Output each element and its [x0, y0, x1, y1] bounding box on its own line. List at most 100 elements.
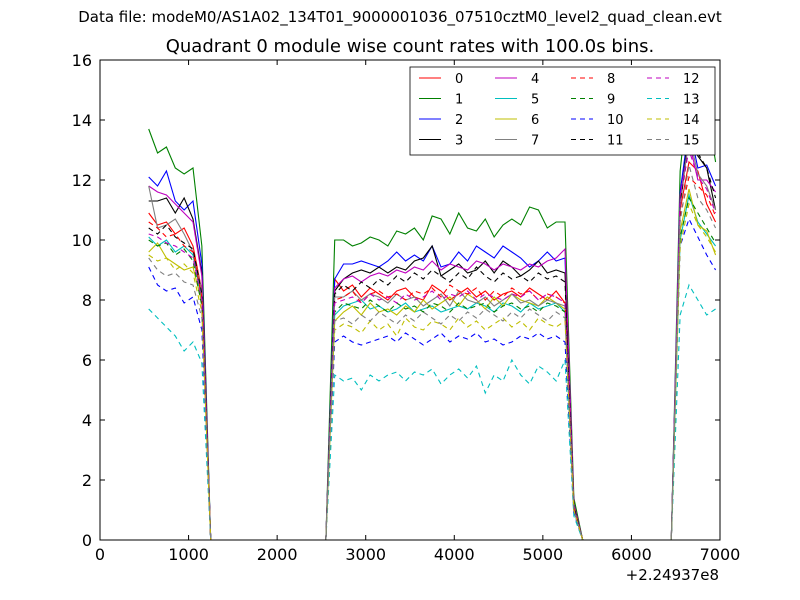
legend-item-7: 7 [495, 134, 539, 149]
legend-item-2: 2 [419, 113, 463, 128]
series-9-line [148, 196, 717, 540]
legend-box [409, 66, 716, 156]
series-1-segment [148, 128, 212, 540]
x-tick-label: 6000 [611, 545, 652, 564]
legend-item-8: 8 [571, 72, 615, 87]
legend-item-13: 13 [647, 93, 700, 108]
series-0-segment [670, 160, 717, 540]
series-6-segment [325, 293, 584, 540]
series-7-segment [148, 185, 212, 540]
series-4-line [148, 140, 717, 540]
series-4-segment [325, 247, 584, 540]
y-tick-label: 16 [72, 51, 92, 70]
legend-label: 5 [531, 93, 539, 108]
series-12-segment [670, 147, 717, 540]
series-15-segment [325, 308, 584, 540]
x-tick-label: 5000 [522, 545, 563, 564]
legend-label: 2 [455, 113, 463, 128]
chart-title: Quadrant 0 module wise count rates with … [165, 36, 655, 57]
series-1-segment [325, 206, 584, 540]
legend-label: 6 [531, 113, 539, 128]
legend-item-3: 3 [419, 134, 463, 149]
y-tick-label: 14 [72, 111, 92, 130]
series-13-line [148, 283, 716, 540]
legend-label: 10 [607, 113, 624, 128]
series-3-line [148, 128, 717, 540]
series-12-segment [148, 233, 212, 540]
legend-label: 4 [531, 72, 539, 87]
series-2-segment [325, 244, 584, 540]
series-4-segment [148, 185, 212, 540]
legend-item-0: 0 [419, 72, 463, 87]
series-14-segment [325, 317, 584, 540]
series-15-segment [670, 164, 717, 540]
series-5-segment [148, 236, 212, 540]
series-8-line [148, 175, 717, 540]
legend-item-5: 5 [495, 93, 539, 108]
legend-label: 8 [607, 72, 615, 87]
legend-item-15: 15 [647, 134, 700, 149]
legend-label: 1 [455, 93, 463, 108]
legend-item-14: 14 [647, 113, 700, 128]
series-10-segment [148, 266, 212, 540]
x-tick-label: 3000 [345, 545, 386, 564]
legend-label: 9 [607, 93, 615, 108]
series-0-segment [325, 277, 584, 540]
series-15-segment [148, 257, 212, 540]
y-tick-label: 0 [82, 531, 92, 550]
legend-item-1: 1 [419, 93, 463, 108]
series-3-segment [325, 244, 584, 540]
series-12-segment [325, 290, 584, 540]
series-13-segment [670, 283, 716, 540]
series-5-segment [325, 299, 584, 540]
series-7-segment [325, 290, 584, 540]
x-tick-label: 1000 [168, 545, 209, 564]
series-10-line [148, 217, 717, 540]
y-tick-label: 4 [82, 411, 92, 430]
legend-item-9: 9 [571, 93, 615, 108]
series-lines [148, 86, 717, 540]
x-tick-label: 7000 [700, 545, 741, 564]
y-tick-label: 10 [72, 231, 92, 250]
series-6-line [148, 188, 717, 540]
series-11-segment [325, 266, 584, 540]
legend-label: 14 [683, 113, 700, 128]
legend-label: 12 [683, 72, 700, 87]
legend-label: 7 [531, 134, 539, 149]
x-tick-label: 2000 [257, 545, 298, 564]
x-tick-label: 0 [95, 545, 105, 564]
axis-ticks: 0 1000 2000 3000 4000 5000 6000 700002468101214… [72, 51, 741, 564]
legend-label: 3 [455, 134, 463, 149]
legend-label: 15 [683, 134, 700, 149]
series-12-line [148, 147, 717, 540]
series-2-line [148, 125, 717, 540]
y-tick-label: 8 [82, 291, 92, 310]
series-8-segment [325, 284, 584, 540]
series-15-line [148, 164, 717, 540]
series-9-segment [148, 239, 212, 540]
series-14-segment [148, 254, 212, 540]
y-tick-label: 6 [82, 351, 92, 370]
legend-label: 13 [683, 93, 700, 108]
figure-suptitle: Data file: modeM0/AS1A02_134T01_90000010… [78, 8, 722, 26]
legend-label: 0 [455, 72, 463, 87]
legend-label: 11 [607, 134, 624, 149]
legend-item-12: 12 [647, 72, 700, 87]
series-11-line [148, 146, 717, 540]
series-13-segment [325, 358, 584, 540]
y-tick-label: 12 [72, 171, 92, 190]
series-10-segment [325, 332, 584, 540]
series-0-line [148, 160, 717, 540]
series-14-line [148, 202, 717, 540]
series-11-segment [148, 224, 212, 540]
legend-item-4: 4 [495, 72, 539, 87]
series-13-segment [148, 308, 212, 540]
series-7-line [148, 134, 717, 540]
x-offset-label: +2.24937e8 [626, 566, 719, 584]
x-tick-label: 4000 [434, 545, 475, 564]
legend-item-6: 6 [495, 113, 539, 128]
series-8-segment [148, 221, 212, 540]
